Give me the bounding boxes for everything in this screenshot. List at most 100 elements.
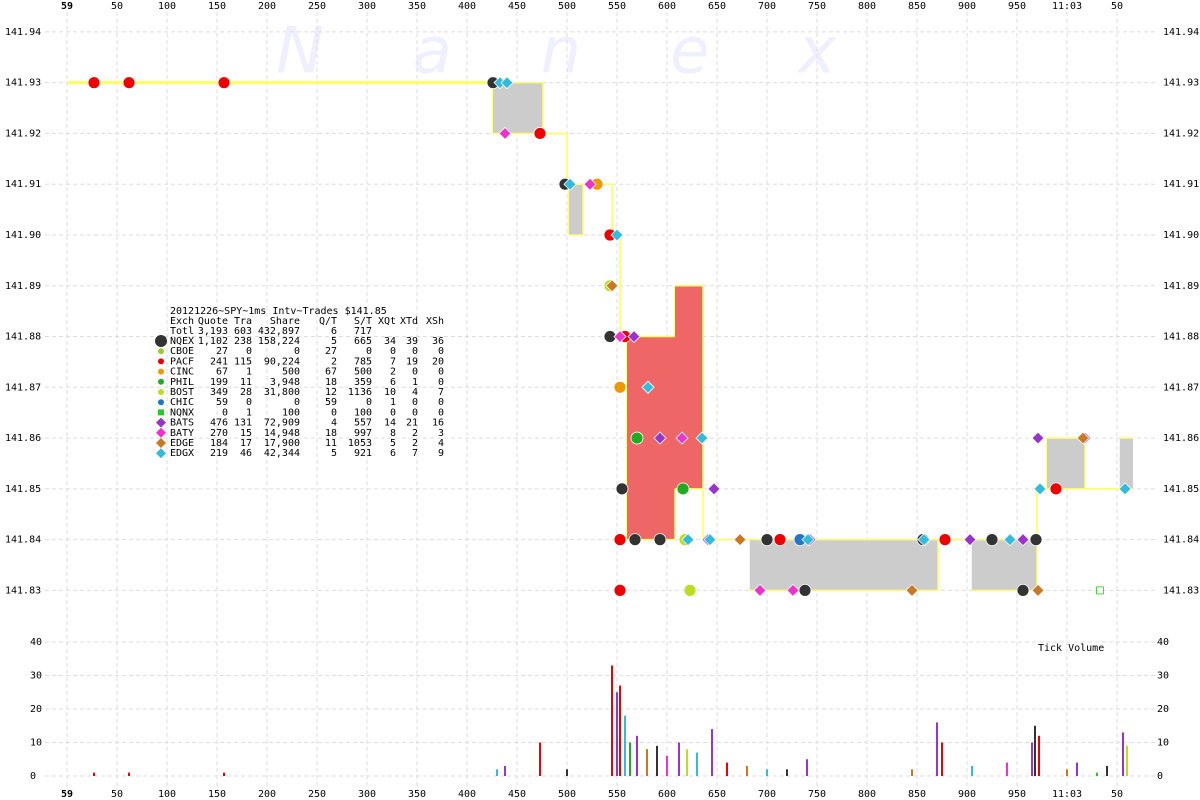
trade — [630, 431, 644, 445]
stats-cell: 0 — [390, 346, 396, 357]
stats-cell: 18 — [325, 377, 337, 388]
legend-marker — [158, 368, 164, 375]
trade — [905, 583, 919, 597]
legend-marker — [158, 389, 164, 395]
stats-cell: 36 — [432, 336, 444, 347]
spread — [1047, 438, 1085, 489]
y-tick-label: 0 — [1157, 771, 1163, 782]
stats-cell: 2 — [412, 428, 418, 439]
stats-cell: 184 — [210, 438, 228, 449]
x-tick-label: 750 — [808, 789, 826, 800]
trade — [963, 533, 977, 547]
trade — [985, 533, 999, 547]
stats-cell: 27 — [216, 346, 228, 357]
stats-cell: 59 — [325, 397, 337, 408]
legend-marker — [156, 427, 166, 438]
legend-marker — [158, 378, 164, 385]
stats-cell: 59 — [216, 397, 228, 408]
stats-cell: 0 — [294, 346, 300, 357]
stats-header: XTd — [400, 316, 418, 327]
x-tick-label: 300 — [358, 789, 376, 800]
y-tick-label: 10 — [1157, 738, 1169, 749]
spread — [1120, 438, 1133, 489]
trade — [798, 583, 812, 597]
stats-header: XQt — [378, 316, 396, 327]
x-tick-label: 11:03 — [1052, 1, 1082, 12]
volume-bar — [1106, 765, 1108, 776]
volume-bar — [1076, 762, 1078, 776]
y-tick-label: 30 — [30, 671, 42, 682]
legend-marker — [158, 409, 164, 416]
stats-cell: 603 — [234, 326, 252, 337]
y-tick-label: 10 — [30, 738, 42, 749]
x-tick-label: 250 — [308, 1, 326, 12]
trade — [653, 533, 667, 547]
volume-bar — [93, 772, 95, 776]
volume-bar — [1034, 725, 1036, 776]
spread — [972, 539, 1037, 591]
stats-cell: 4 — [412, 387, 418, 398]
spread — [493, 82, 543, 134]
stats-cell: 0 — [294, 397, 300, 408]
x-tick-label: 650 — [708, 1, 726, 12]
x-tick-label: 50 — [111, 1, 123, 12]
stats-cell: 921 — [354, 448, 372, 459]
y-tick-label: 30 — [1157, 671, 1169, 682]
stats-header: XSh — [426, 316, 444, 327]
stats-cell: 14 — [384, 418, 396, 429]
stats-cell: 11 — [325, 438, 337, 449]
legend-name: NQEX — [170, 336, 194, 347]
volume-bar — [1031, 742, 1033, 776]
stats-cell: 2 — [390, 367, 396, 378]
stats-cell: 9 — [438, 448, 444, 459]
y-tick-label: 141.88 — [1163, 332, 1199, 343]
legend-name: BATS — [170, 418, 194, 429]
trade — [1076, 431, 1090, 445]
stats-cell: 17,900 — [264, 438, 300, 449]
stats-cell: 5 — [331, 448, 337, 459]
stats-cell: 241 — [210, 356, 228, 367]
volume-bar — [911, 769, 913, 776]
x-tick-label: 50 — [1111, 789, 1123, 800]
volume-bar — [686, 749, 688, 776]
volume-bar — [566, 769, 568, 776]
stats-cell: 67 — [216, 367, 228, 378]
x-tick-label: 100 — [158, 789, 176, 800]
stats-cell: 90,224 — [264, 356, 300, 367]
x-tick-label: 350 — [408, 1, 426, 12]
legend-name: BATY — [170, 428, 194, 439]
crossed — [675, 285, 703, 489]
x-tick-label: 400 — [458, 1, 476, 12]
volume-bar — [806, 759, 808, 776]
stats-cell: 21 — [406, 418, 418, 429]
y-tick-label: 141.89 — [5, 281, 41, 292]
stats-cell: 785 — [354, 356, 372, 367]
volume-bar — [766, 769, 768, 776]
stats-cell: 20 — [432, 356, 444, 367]
x-tick-label: 150 — [208, 789, 226, 800]
trade — [707, 482, 721, 496]
stats-cell: 15 — [240, 428, 252, 439]
legend-marker — [156, 417, 166, 428]
stats-cell: 0 — [412, 397, 418, 408]
volume-title: Tick Volume — [1038, 643, 1104, 654]
stats-header: Share — [270, 316, 300, 327]
stats-cell: 3 — [438, 428, 444, 439]
x-tick-label: 900 — [958, 789, 976, 800]
volume-bar — [726, 762, 728, 776]
x-tick-label: 50 — [111, 789, 123, 800]
volume-bar — [696, 752, 698, 776]
stats-cell: 7 — [412, 448, 418, 459]
trade — [786, 583, 800, 597]
stats-cell: 7 — [438, 387, 444, 398]
x-tick-label: 900 — [958, 1, 976, 12]
trade — [563, 177, 577, 191]
x-tick-label: 550 — [608, 789, 626, 800]
stats-cell: 67 — [325, 367, 337, 378]
stats-cell: 0 — [246, 346, 252, 357]
stats-cell: 2 — [331, 356, 337, 367]
y-tick-label: 141.84 — [1163, 535, 1199, 546]
trade — [681, 533, 695, 547]
x-tick-label: 50 — [1111, 1, 1123, 12]
legend-name: PACF — [170, 356, 194, 367]
